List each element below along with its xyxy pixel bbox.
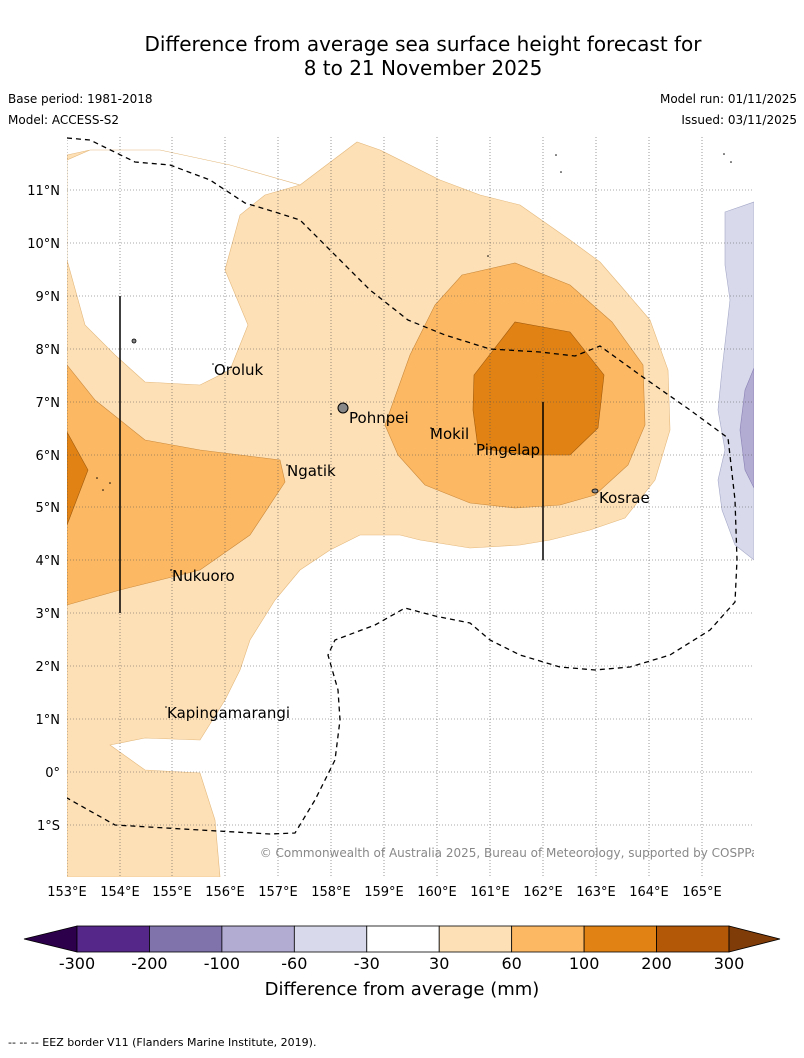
island-marker <box>131 338 137 344</box>
colorbar-tick-label: 100 <box>569 954 600 973</box>
copyright-notice: © Commonwealth of Australia 2025, Bureau… <box>260 846 765 860</box>
place-label-nukuoro: Nukuoro <box>172 567 235 585</box>
colorbar-segment <box>293 925 368 953</box>
kosrae-island <box>591 488 599 494</box>
colorbar-tick-label: -60 <box>281 954 307 973</box>
lon-label: 157°E <box>258 885 298 900</box>
base-period: Base period: 1981-2018 <box>8 92 153 106</box>
colorbar: -300 -200 -100 -60 -30 30 60 100 200 300 Differen… <box>23 925 781 1000</box>
issued-date: Issued: 03/11/2025 <box>681 113 797 127</box>
colorbar-segment <box>511 925 585 953</box>
lat-label: 8°N <box>36 343 61 358</box>
colorbar-segment <box>366 925 440 953</box>
place-label-oroluk: Oroluk <box>214 361 263 379</box>
place-label-kapingamarangi: Kapingamarangi <box>167 704 290 722</box>
lat-label: 0° <box>45 766 60 781</box>
model-run: Model run: 01/11/2025 <box>659 92 797 106</box>
colorbar-segment <box>438 925 513 953</box>
lat-label: 4°N <box>36 554 61 569</box>
colorbar-tick-label: -100 <box>204 954 240 973</box>
place-label-pingelap: Pingelap <box>476 441 540 459</box>
lat-label: 9°N <box>36 290 61 305</box>
chart-title: Difference from average sea surface heig… <box>0 32 804 80</box>
colorbar-tick-label: 60 <box>501 954 521 973</box>
place-label-pohnpei: Pohnpei <box>349 409 409 427</box>
colorbar-segment <box>583 925 657 953</box>
colorbar-tick-label: -200 <box>131 954 167 973</box>
colorbar-under-arrow <box>23 925 78 953</box>
colorbar-segment <box>656 925 730 953</box>
colorbar-segments <box>76 925 730 953</box>
graticule <box>67 137 754 877</box>
title-line-2: 8 to 21 November 2025 <box>303 56 543 80</box>
anomaly-100-200-region-east <box>472 321 605 456</box>
lon-label: 161°E <box>470 885 510 900</box>
lat-label: 11°N <box>27 184 60 199</box>
place-label-kosrae: Kosrae <box>599 489 650 507</box>
map-area: Oroluk Pohnpei Mokil Pingelap Ngatik Kos… <box>67 137 765 877</box>
colorbar-tick-label: 300 <box>714 954 745 973</box>
pohnpei-island <box>337 402 349 414</box>
lon-label: 165°E <box>682 885 722 900</box>
anomaly-neg60-neg100-region <box>739 367 754 489</box>
colorbar-over-arrow <box>728 925 781 953</box>
lat-label: 5°N <box>36 501 61 516</box>
lat-label: 1°N <box>36 713 61 728</box>
colorbar-segment <box>221 925 295 953</box>
colorbar-title: Difference from average (mm) <box>265 979 540 1000</box>
lat-label: 3°N <box>36 607 61 622</box>
lat-label: 2°N <box>36 660 61 675</box>
lon-label: 163°E <box>576 885 616 900</box>
lon-label: 159°E <box>364 885 404 900</box>
colorbar-tick-label: -30 <box>354 954 380 973</box>
lat-label: 7°N <box>36 396 61 411</box>
colorbar-tick-label: 200 <box>641 954 672 973</box>
lon-label: 153°E <box>47 885 87 900</box>
latitude-axis: 11°N 10°N 9°N 8°N 7°N 6°N 5°N 4°N 3°N 2°… <box>27 184 60 834</box>
anomaly-100-200-region-west <box>67 431 89 526</box>
place-label-ngatik: Ngatik <box>287 462 336 480</box>
anomaly-60-100-region-west <box>67 364 286 606</box>
longitude-axis: 153°E 154°E 155°E 156°E 157°E 158°E 159°… <box>47 885 722 900</box>
colorbar-segment <box>149 925 223 953</box>
colorbar-segment <box>76 925 150 953</box>
colorbar-tick-label: 30 <box>429 954 449 973</box>
colorbar-ticks: -300 -200 -100 -60 -30 30 60 100 200 300 <box>59 954 744 973</box>
lat-label: 10°N <box>27 237 60 252</box>
atoll-dots <box>96 153 732 708</box>
colorbar-tick-label: -300 <box>59 954 95 973</box>
lon-label: 158°E <box>311 885 351 900</box>
lon-label: 160°E <box>417 885 457 900</box>
eez-footnote: -- -- -- EEZ border V11 (Flanders Marine… <box>8 1036 317 1049</box>
place-label-mokil: Mokil <box>430 425 469 443</box>
lon-label: 156°E <box>205 885 245 900</box>
lon-label: 154°E <box>100 885 140 900</box>
lat-label: 1°S <box>37 819 60 834</box>
lat-label: 6°N <box>36 449 61 464</box>
lon-label: 155°E <box>152 885 192 900</box>
eez-border <box>67 137 738 835</box>
model-name: Model: ACCESS-S2 <box>8 113 120 127</box>
lon-label: 162°E <box>523 885 563 900</box>
title-line-1: Difference from average sea surface heig… <box>144 32 702 56</box>
lon-label: 164°E <box>629 885 669 900</box>
